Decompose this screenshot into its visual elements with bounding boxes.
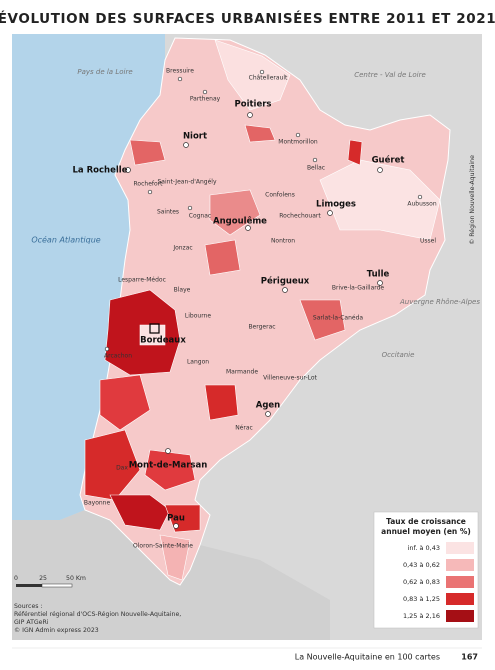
scale-label: 50 Km — [66, 575, 86, 582]
city-label: Dax — [116, 465, 128, 472]
title: ÉVOLUTION DES SURFACES URBANISÉES ENTRE … — [0, 10, 495, 27]
city-label: Châtellerault — [249, 75, 288, 82]
city-points — [104, 69, 423, 529]
area-dark — [204, 384, 239, 421]
city-label: Langon — [187, 359, 209, 366]
city-label: Confolens — [265, 192, 295, 199]
city-label: Aubusson — [407, 201, 436, 208]
region-labels: Pays de la Loire Centre - Val de Loire O… — [31, 68, 480, 359]
city-label: Ussel — [420, 238, 436, 245]
city-label: Bergerac — [248, 324, 275, 331]
area-medium — [299, 299, 346, 341]
capital-marker — [149, 323, 160, 334]
legend-swatch — [446, 576, 474, 588]
city-label: Oloron-Sainte-Marie — [133, 543, 193, 550]
city-label: Angoulême — [213, 216, 267, 227]
region-label: Pays de la Loire — [77, 68, 132, 76]
legend-swatch — [446, 542, 474, 554]
city-label: Tulle — [367, 270, 390, 280]
region-label: Océan Atlantique — [31, 235, 100, 245]
area-medium — [244, 124, 276, 143]
city-label: Nérac — [235, 425, 253, 432]
city-label: Bordeaux — [140, 336, 186, 346]
city-label: Saintes — [157, 209, 179, 216]
legend-swatch — [446, 559, 474, 571]
area-light — [159, 534, 191, 581]
legend-swatch — [446, 610, 474, 622]
page-number: 167 — [461, 653, 478, 662]
legend: Taux de croissance annuel moyen (en %) i… — [373, 511, 479, 629]
city-label: Montmorillon — [278, 139, 318, 146]
area-light — [319, 159, 441, 241]
city-label: Blaye — [174, 287, 191, 294]
city-label: Villeneuve-sur-Lot — [263, 375, 317, 382]
city-label: Bayonne — [84, 500, 111, 507]
source-line: © IGN Admin express 2023 — [14, 626, 99, 634]
region-label: Occitanie — [382, 351, 415, 359]
legend-swatch — [446, 593, 474, 605]
city-labels: Bressuire Châtellerault Parthenay Poitiers N… — [73, 68, 437, 550]
city-label: Nontron — [271, 238, 295, 245]
area-medium — [129, 139, 166, 166]
legend-title: annuel moyen (en %) — [381, 527, 471, 536]
region-label: Auvergne Rhône-Alpes — [399, 298, 480, 306]
city-label: Rochechouart — [279, 213, 321, 220]
city-label: Lesparre-Médoc — [118, 277, 166, 284]
city-label: Guéret — [372, 155, 405, 166]
legend-label: 0,83 à 1,25 — [403, 595, 440, 603]
legend-label: 0,43 à 0,62 — [403, 561, 440, 569]
area-medium — [209, 189, 261, 236]
scale-bar: 0 25 50 Km — [14, 575, 86, 588]
area-dark — [144, 449, 196, 491]
spain — [12, 510, 330, 640]
legend-title: Taux de croissance — [386, 517, 466, 526]
city-label: La Rochelle — [73, 166, 128, 176]
city-label: Marmande — [226, 369, 258, 376]
footer-text: La Nouvelle-Aquitaine en 100 cartes — [295, 653, 440, 662]
area-medium — [204, 239, 241, 276]
area-light — [214, 39, 291, 111]
city-label: Pau — [167, 514, 185, 524]
city-label: Bellac — [307, 165, 325, 172]
credit: © Région Nouvelle-Aquitaine — [468, 155, 476, 245]
region-label: Centre - Val de Loire — [354, 71, 426, 79]
source-line: Sources : — [14, 603, 43, 610]
city-label: Sarlat-la-Canéda — [313, 315, 363, 322]
city-label: Bressuire — [166, 68, 194, 75]
city-label: Périgueux — [261, 276, 310, 287]
area-dark — [99, 374, 151, 431]
area-darkest — [109, 494, 171, 531]
city-label: Libourne — [185, 313, 211, 320]
sea — [12, 34, 165, 520]
city-label: Agen — [256, 401, 280, 411]
legend-label: 0,62 à 0,83 — [403, 578, 440, 586]
area-dark — [347, 139, 363, 166]
city-label: Niort — [183, 132, 207, 142]
scale-label: 25 — [39, 575, 47, 582]
city-label: Brive-la-Gaillarde — [332, 285, 385, 292]
sources: Sources : Référentiel régional d'OCS-Rég… — [14, 603, 181, 634]
legend-label: inf. à 0,43 — [408, 544, 440, 552]
city-label: Mont-de-Marsan — [129, 461, 208, 471]
communities — [84, 39, 441, 581]
scale-label: 0 — [14, 575, 18, 582]
source-line: GIP ATGeRi — [14, 619, 49, 626]
city-label: Arcachon — [104, 353, 132, 360]
area-dark — [84, 429, 141, 501]
city-label: Limoges — [316, 200, 356, 210]
city-label: Poitiers — [235, 100, 272, 110]
legend-items: inf. à 0,43 0,43 à 0,62 0,62 à 0,83 0,83 à … — [403, 542, 474, 622]
city-label: Cognac — [189, 213, 211, 220]
legend-label: 1,25 à 2,16 — [403, 612, 440, 620]
city-label: Parthenay — [190, 96, 221, 103]
city-label: Jonzac — [172, 245, 192, 252]
source-line: Référentiel régional d'OCS-Région Nouvel… — [14, 610, 181, 618]
city-label: Rochefort — [134, 181, 164, 188]
city-label: Saint-Jean-d'Angély — [158, 179, 217, 186]
